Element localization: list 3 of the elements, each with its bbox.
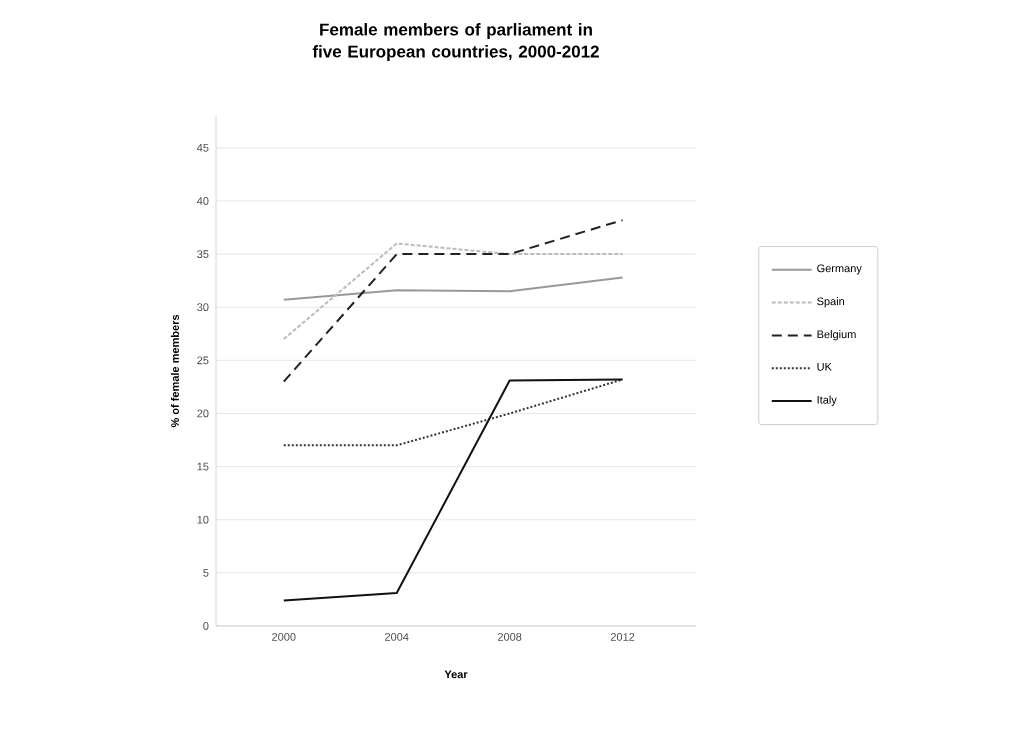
line-series xyxy=(282,276,624,301)
line-series xyxy=(282,378,624,602)
chart-title: Female members of parliament in five European countries, 2000-2012 xyxy=(312,23,599,61)
